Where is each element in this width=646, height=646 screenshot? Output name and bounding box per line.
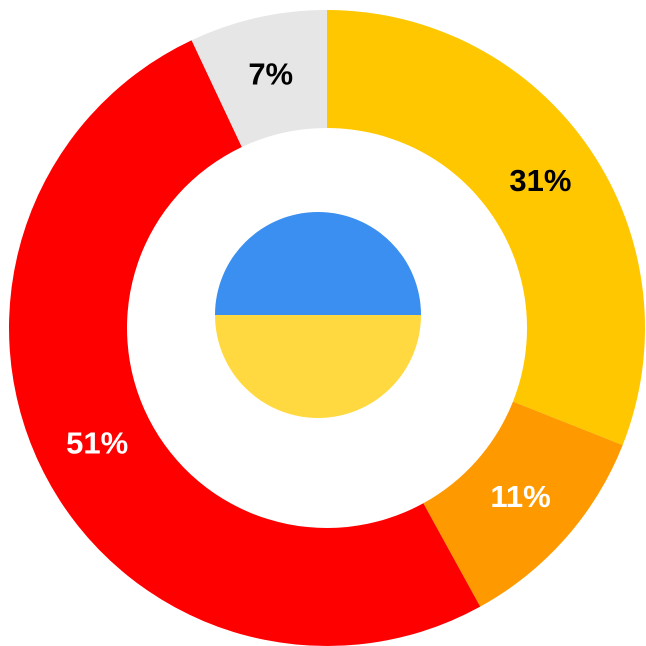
flag-emblem — [215, 212, 421, 418]
data-label: 31% — [509, 163, 571, 198]
flag-yellow-half — [215, 315, 421, 418]
donut-segment — [327, 10, 645, 446]
data-label: 11% — [490, 479, 550, 514]
donut-segment — [423, 401, 623, 607]
data-label: 51% — [66, 425, 128, 460]
flag-blue-half — [215, 212, 421, 315]
data-label: 7% — [248, 56, 293, 91]
donut-segment — [191, 10, 327, 148]
donut-segment — [9, 40, 481, 646]
